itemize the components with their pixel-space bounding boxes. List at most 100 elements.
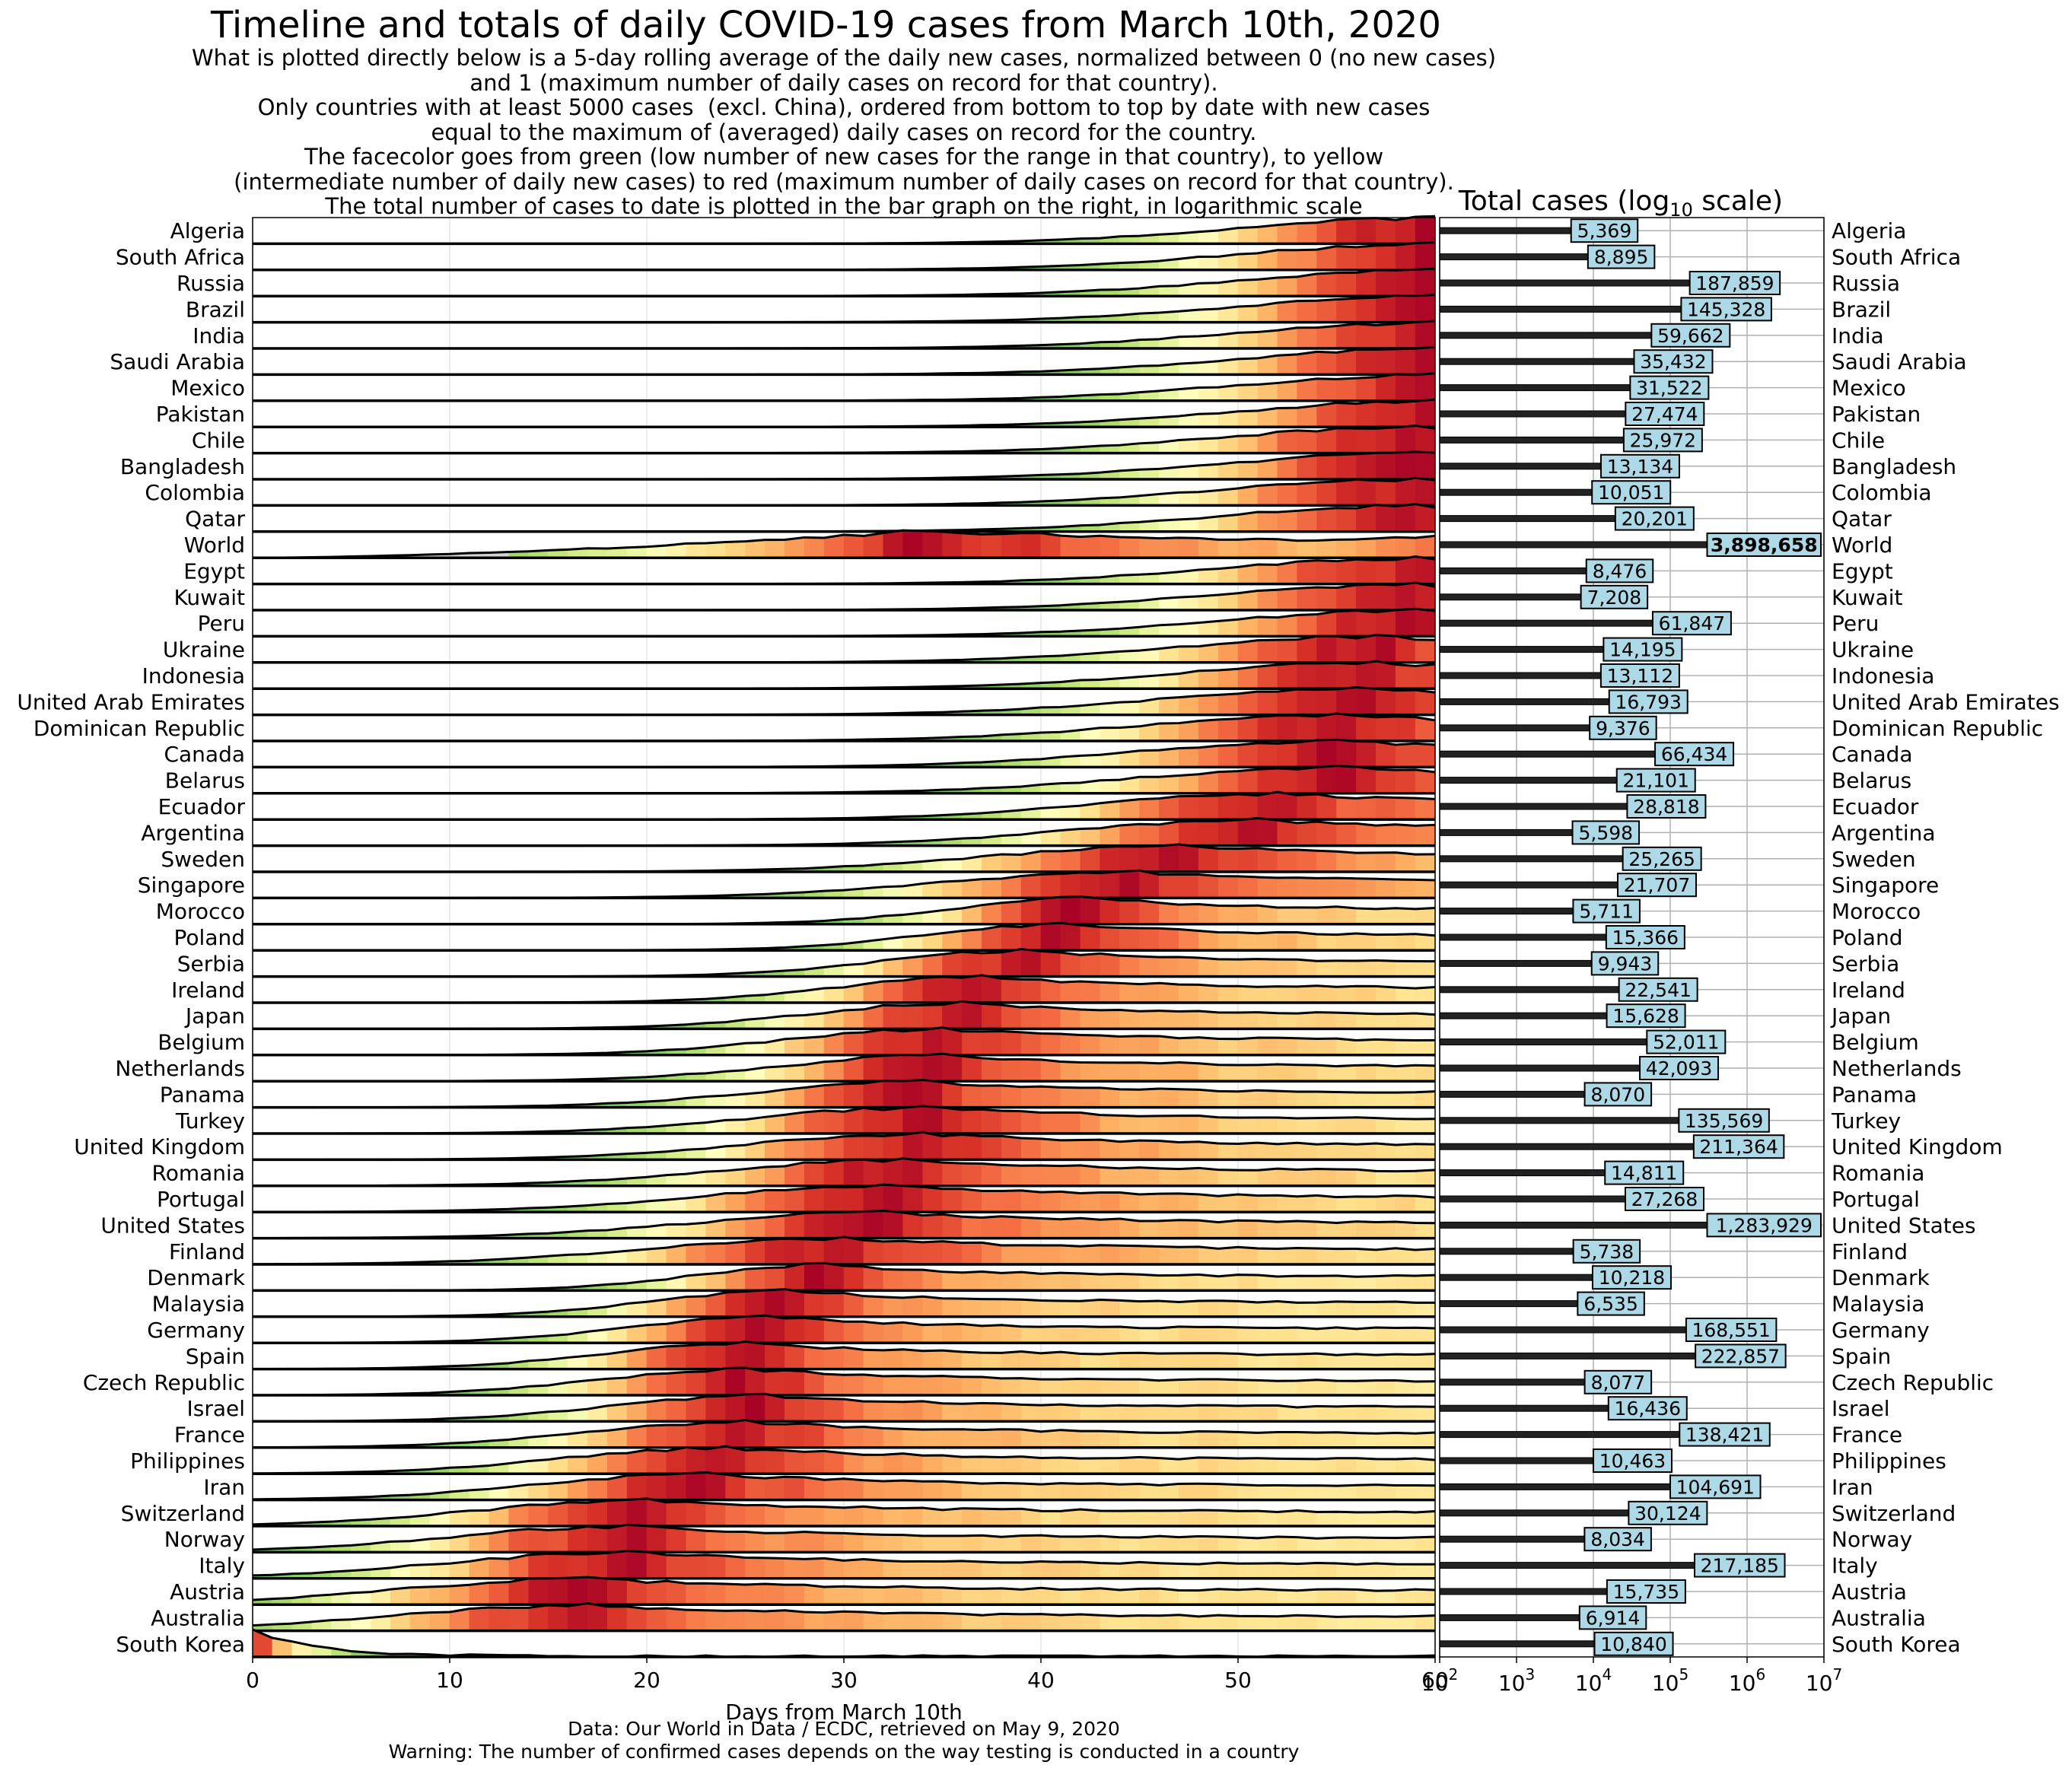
ridge-segment (1356, 428, 1377, 453)
ridge-segment (883, 1401, 903, 1422)
ridge-segment (1415, 1406, 1436, 1422)
ridge-segment (1336, 1458, 1357, 1474)
country-label: Austria (170, 1579, 245, 1604)
ridge-segment (765, 1610, 785, 1631)
ridge-segment (725, 1420, 746, 1448)
ridge-segment (962, 1055, 982, 1082)
ridge-segment (1336, 479, 1357, 506)
total-value-label: 5,711 (1579, 901, 1634, 923)
ridge-segment (823, 1212, 845, 1239)
ridge-segment (1001, 901, 1022, 925)
ridge-segment (587, 1576, 608, 1605)
ridge-segment (765, 1583, 785, 1605)
ridge-segment (1277, 1432, 1297, 1448)
ridge-segment (804, 1506, 825, 1527)
ridge-segment (1336, 584, 1357, 611)
ridge-segment (705, 1530, 726, 1553)
ridge-segment (1257, 1012, 1278, 1029)
ridge-segment (1060, 1245, 1081, 1265)
ridge-segment (922, 954, 943, 977)
ridge-segment (804, 1451, 825, 1474)
ridge-segment (1415, 536, 1436, 558)
ridge-segment (765, 1476, 785, 1500)
ridge-segment (1119, 536, 1140, 558)
country-label-right: South Korea (1832, 1632, 1961, 1657)
ridge-segment (1336, 1275, 1357, 1291)
ridge-segment (1100, 1274, 1120, 1291)
country-label: Qatar (185, 507, 245, 532)
ridge-segment (843, 1398, 864, 1422)
ridge-segment (725, 1583, 746, 1605)
ridge-segment (1217, 819, 1239, 846)
ridge-segment (1395, 374, 1416, 402)
ridge-segment (1336, 1511, 1357, 1527)
country-label-right: Peru (1832, 611, 1879, 636)
ridge-segment (1237, 1405, 1259, 1422)
country-label-right: Mexico (1832, 376, 1906, 401)
total-value-label: 187,859 (1695, 272, 1774, 294)
ridge-segment (1336, 1169, 1357, 1187)
ridge-segment (843, 1585, 864, 1605)
ridge-segment (1198, 386, 1219, 402)
ridge-segment (1198, 1326, 1219, 1343)
ridge-segment (1297, 222, 1317, 244)
ridge-segment (1237, 1274, 1259, 1291)
ridge-segment (1376, 634, 1396, 663)
total-bar (1439, 1300, 1580, 1308)
ridge-segment (843, 1083, 864, 1108)
ridge-segment (1257, 664, 1278, 689)
ridge-segment (1139, 537, 1160, 558)
ridge-segment (902, 1185, 923, 1213)
ridge-segment (1217, 642, 1239, 663)
ridge-row (253, 345, 1436, 377)
ridge-segment (568, 1456, 588, 1474)
total-bar (1439, 881, 1620, 889)
ridge-segment (1040, 1033, 1061, 1056)
ridge-segment (1159, 956, 1179, 977)
ridge-segment (1257, 847, 1278, 873)
ridge-segment (863, 1184, 884, 1213)
ridge-segment (1001, 1403, 1022, 1422)
ridge-segment (1080, 1430, 1100, 1448)
total-value-label: 8,895 (1594, 246, 1649, 269)
ridge-segment (942, 1134, 963, 1160)
ridge-segment (982, 1483, 1002, 1500)
ridge-segment (843, 1506, 864, 1527)
ridge-segment (883, 1428, 903, 1448)
total-bar (1439, 646, 1606, 653)
total-bar (1439, 803, 1629, 810)
footer-source: Data: Our World in Data / ECDC, retrieve… (568, 1718, 1120, 1740)
ridge-segment (528, 1578, 549, 1605)
ridge-segment (922, 1401, 943, 1422)
ridge-segment (1139, 1193, 1160, 1213)
ridge-segment (1257, 538, 1278, 558)
ridge-segment (1277, 907, 1297, 925)
ridge-segment (922, 1160, 943, 1187)
ridge-row (252, 1052, 1436, 1083)
ridge-segment (1277, 1327, 1297, 1343)
ridge-segment (1001, 1299, 1022, 1318)
ridge-segment (1415, 1064, 1436, 1082)
ridge-segment (568, 1576, 588, 1605)
ridge-segment (863, 1321, 884, 1343)
ridge-segment (725, 1291, 746, 1318)
chart-footer: Data: Our World in Data / ECDC, retrieve… (0, 1718, 1688, 1763)
ridge-segment (804, 1611, 825, 1631)
ridge-segment (1415, 608, 1436, 637)
ridge-segment (705, 1422, 726, 1448)
ridge-segment (982, 1403, 1002, 1422)
ridge-segment (883, 1321, 903, 1343)
chart-subtitle: What is plotted directly below is a 5-da… (0, 46, 1688, 219)
ridge-segment (1001, 1004, 1022, 1029)
total-bar (1439, 619, 1655, 627)
ridge-segment (1316, 850, 1337, 873)
country-label: France (174, 1423, 245, 1448)
ridge-segment (883, 1612, 903, 1631)
ridge-segment (1316, 985, 1337, 1003)
ridge-segment (942, 1480, 963, 1500)
country-label-right: Egypt (1832, 558, 1893, 584)
ridge-segment (962, 1534, 982, 1553)
ridge-segment (982, 1271, 1002, 1291)
ridge-segment (528, 1528, 549, 1553)
ridge-segment (1119, 927, 1140, 951)
